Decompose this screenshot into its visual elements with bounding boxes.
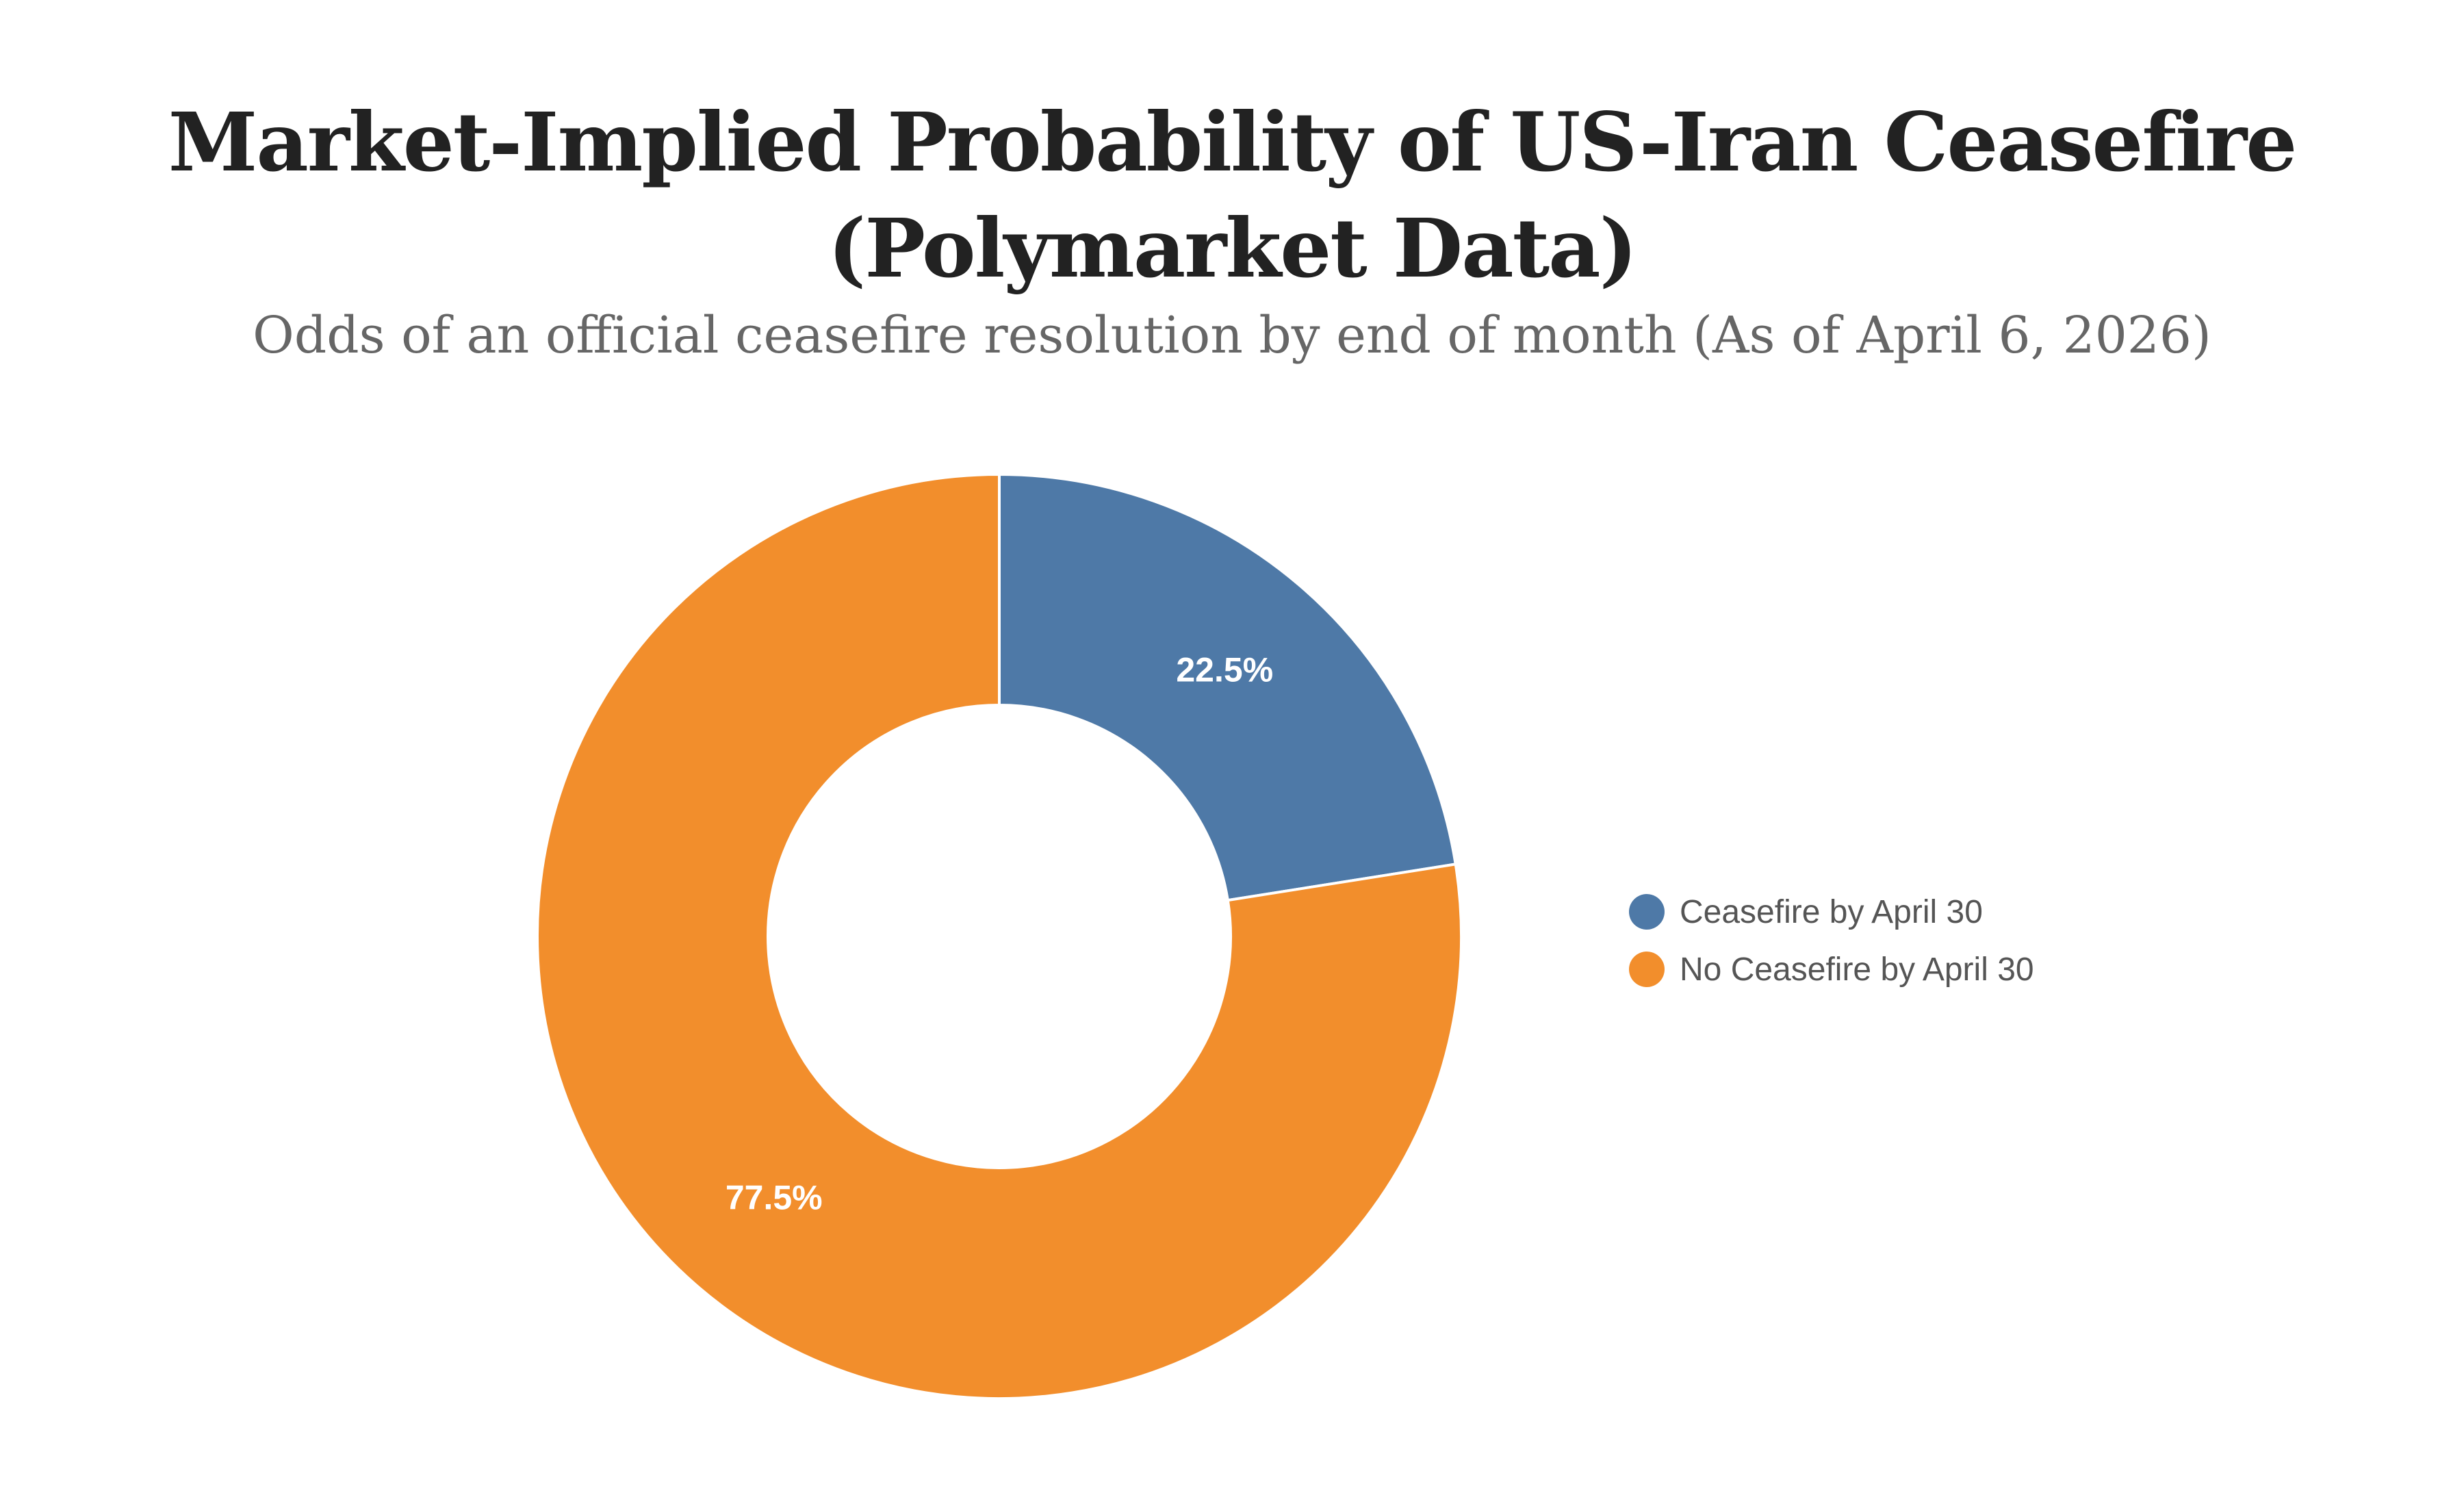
chart-subtitle: Odds of an official ceasefire resolution… [253, 306, 2211, 365]
legend-swatch-2 [1629, 952, 1665, 987]
donut-slice-2 [536, 472, 1463, 1400]
legend-swatch-1 [1629, 894, 1665, 930]
slice-data-label-2: 77.5% [726, 1179, 823, 1217]
legend-item-1[interactable]: Ceasefire by April 30 [1629, 883, 2034, 941]
chart-title-line-1: Market-Implied Probability of US-Iran Ce… [168, 94, 2298, 190]
legend-item-2[interactable]: No Ceasefire by April 30 [1629, 941, 2034, 998]
chart-legend: Ceasefire by April 30 No Ceasefire by Apr… [1629, 883, 2034, 998]
slice-data-label-1: 22.5% [1176, 651, 1273, 689]
legend-label-1: Ceasefire by April 30 [1680, 893, 1983, 930]
legend-label-2: No Ceasefire by April 30 [1680, 951, 2034, 988]
donut-slice-1 [998, 472, 1457, 902]
chart-title-line-2: (Polymarket Data) [827, 201, 1638, 296]
chart-title: Market-Implied Probability of US-Iran Ce… [0, 89, 2464, 301]
